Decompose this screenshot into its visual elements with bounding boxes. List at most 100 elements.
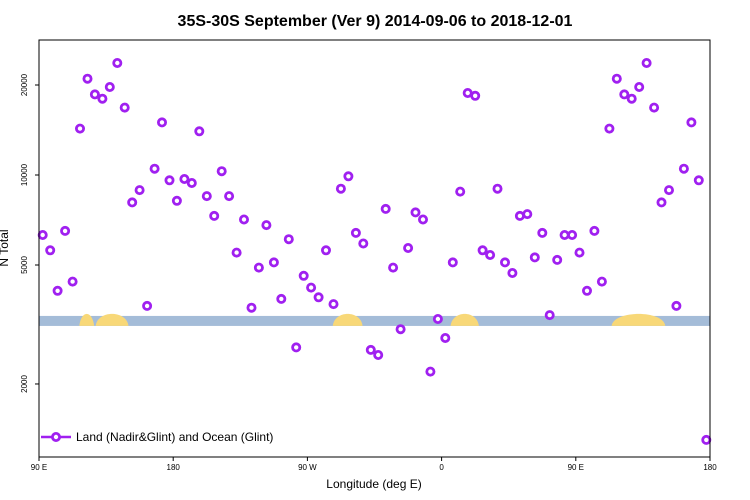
data-point — [604, 123, 615, 134]
land-segment-5 — [611, 313, 666, 326]
y-tick-label: 20000 — [20, 73, 29, 96]
legend-marker — [51, 431, 62, 442]
land-segment-4 — [450, 313, 479, 326]
data-point — [179, 173, 190, 184]
data-point — [97, 93, 108, 104]
data-point — [134, 185, 145, 196]
x-axis-label: Longitude (deg E) — [326, 477, 421, 491]
data-point — [522, 209, 533, 220]
data-point — [365, 344, 376, 355]
data-point — [149, 163, 160, 174]
y-tick-label: 5000 — [20, 256, 29, 274]
data-point — [350, 227, 361, 238]
x-axis: 90 E 180 90 W 0 90 E 180 — [31, 457, 717, 472]
data-point — [447, 257, 458, 268]
data-point — [358, 238, 369, 249]
data-point — [477, 245, 488, 256]
data-point — [104, 82, 115, 93]
data-point — [216, 166, 227, 177]
x-tick-label: 180 — [703, 463, 717, 472]
x-tick-label: 90 W — [298, 463, 317, 472]
data-point — [67, 276, 78, 287]
data-point — [395, 324, 406, 335]
data-point — [238, 214, 249, 225]
data-point — [470, 90, 481, 101]
data-point — [552, 254, 563, 265]
data-point — [37, 229, 48, 240]
legend-label: Land (Nadir&Glint) and Ocean (Glint) — [76, 430, 273, 444]
data-point — [201, 191, 212, 202]
x-tick-label: 90 E — [568, 463, 584, 472]
data-point — [574, 247, 585, 258]
data-point — [253, 262, 264, 273]
data-point — [619, 89, 630, 100]
data-point — [373, 349, 384, 360]
data-point — [678, 163, 689, 174]
y-tick-label: 10000 — [20, 163, 29, 186]
data-point — [432, 313, 443, 324]
data-point — [268, 257, 279, 268]
data-point — [186, 177, 197, 188]
data-point — [485, 249, 496, 260]
data-point — [507, 267, 518, 278]
data-point — [634, 82, 645, 93]
data-point — [298, 270, 309, 281]
data-point — [455, 186, 466, 197]
data-point — [261, 220, 272, 231]
data-point — [75, 123, 86, 134]
data-point — [60, 225, 71, 236]
land-segment-1 — [79, 313, 95, 326]
data-point — [410, 207, 421, 218]
plot-frame — [38, 39, 711, 458]
data-point — [343, 171, 354, 182]
data-point — [544, 310, 555, 321]
data-point — [291, 342, 302, 353]
data-point — [589, 225, 600, 236]
chart-title: 35S-30S September (Ver 9) 2014-09-06 to … — [178, 13, 573, 30]
y-tick-label: 2000 — [20, 375, 29, 393]
data-point — [276, 293, 287, 304]
data-point — [283, 234, 294, 245]
data-point — [112, 58, 123, 69]
data-point — [403, 242, 414, 253]
data-point — [164, 175, 175, 186]
data-point — [388, 262, 399, 273]
data-point — [194, 126, 205, 137]
data-point — [693, 175, 704, 186]
data-point — [246, 302, 257, 313]
data-point — [156, 117, 167, 128]
data-point — [380, 203, 391, 214]
data-point — [306, 282, 317, 293]
y-axis-label: N Total — [0, 229, 11, 266]
data-point — [209, 210, 220, 221]
data-point — [567, 229, 578, 240]
x-tick-label: 90 E — [31, 463, 47, 472]
data-point — [671, 300, 682, 311]
data-point — [89, 89, 100, 100]
data-points — [37, 58, 712, 445]
data-point — [492, 183, 503, 194]
data-point — [425, 366, 436, 377]
data-point — [417, 214, 428, 225]
data-point — [626, 93, 637, 104]
data-point — [142, 300, 153, 311]
data-point — [582, 285, 593, 296]
data-point — [656, 197, 667, 208]
data-point — [649, 102, 660, 113]
x-tick-label: 0 — [439, 463, 444, 472]
land-ocean-band — [39, 313, 710, 326]
data-point — [499, 257, 510, 268]
data-point — [335, 183, 346, 194]
data-point — [52, 285, 63, 296]
ocean-band — [39, 315, 710, 326]
data-point — [686, 117, 697, 128]
data-point — [328, 299, 339, 310]
data-point — [313, 292, 324, 303]
x-tick-label: 180 — [167, 463, 181, 472]
y-axis: 2000 5000 10000 20000 — [20, 73, 39, 393]
data-point — [440, 332, 451, 343]
data-point — [224, 191, 235, 202]
data-point — [231, 247, 242, 258]
data-point — [664, 185, 675, 196]
